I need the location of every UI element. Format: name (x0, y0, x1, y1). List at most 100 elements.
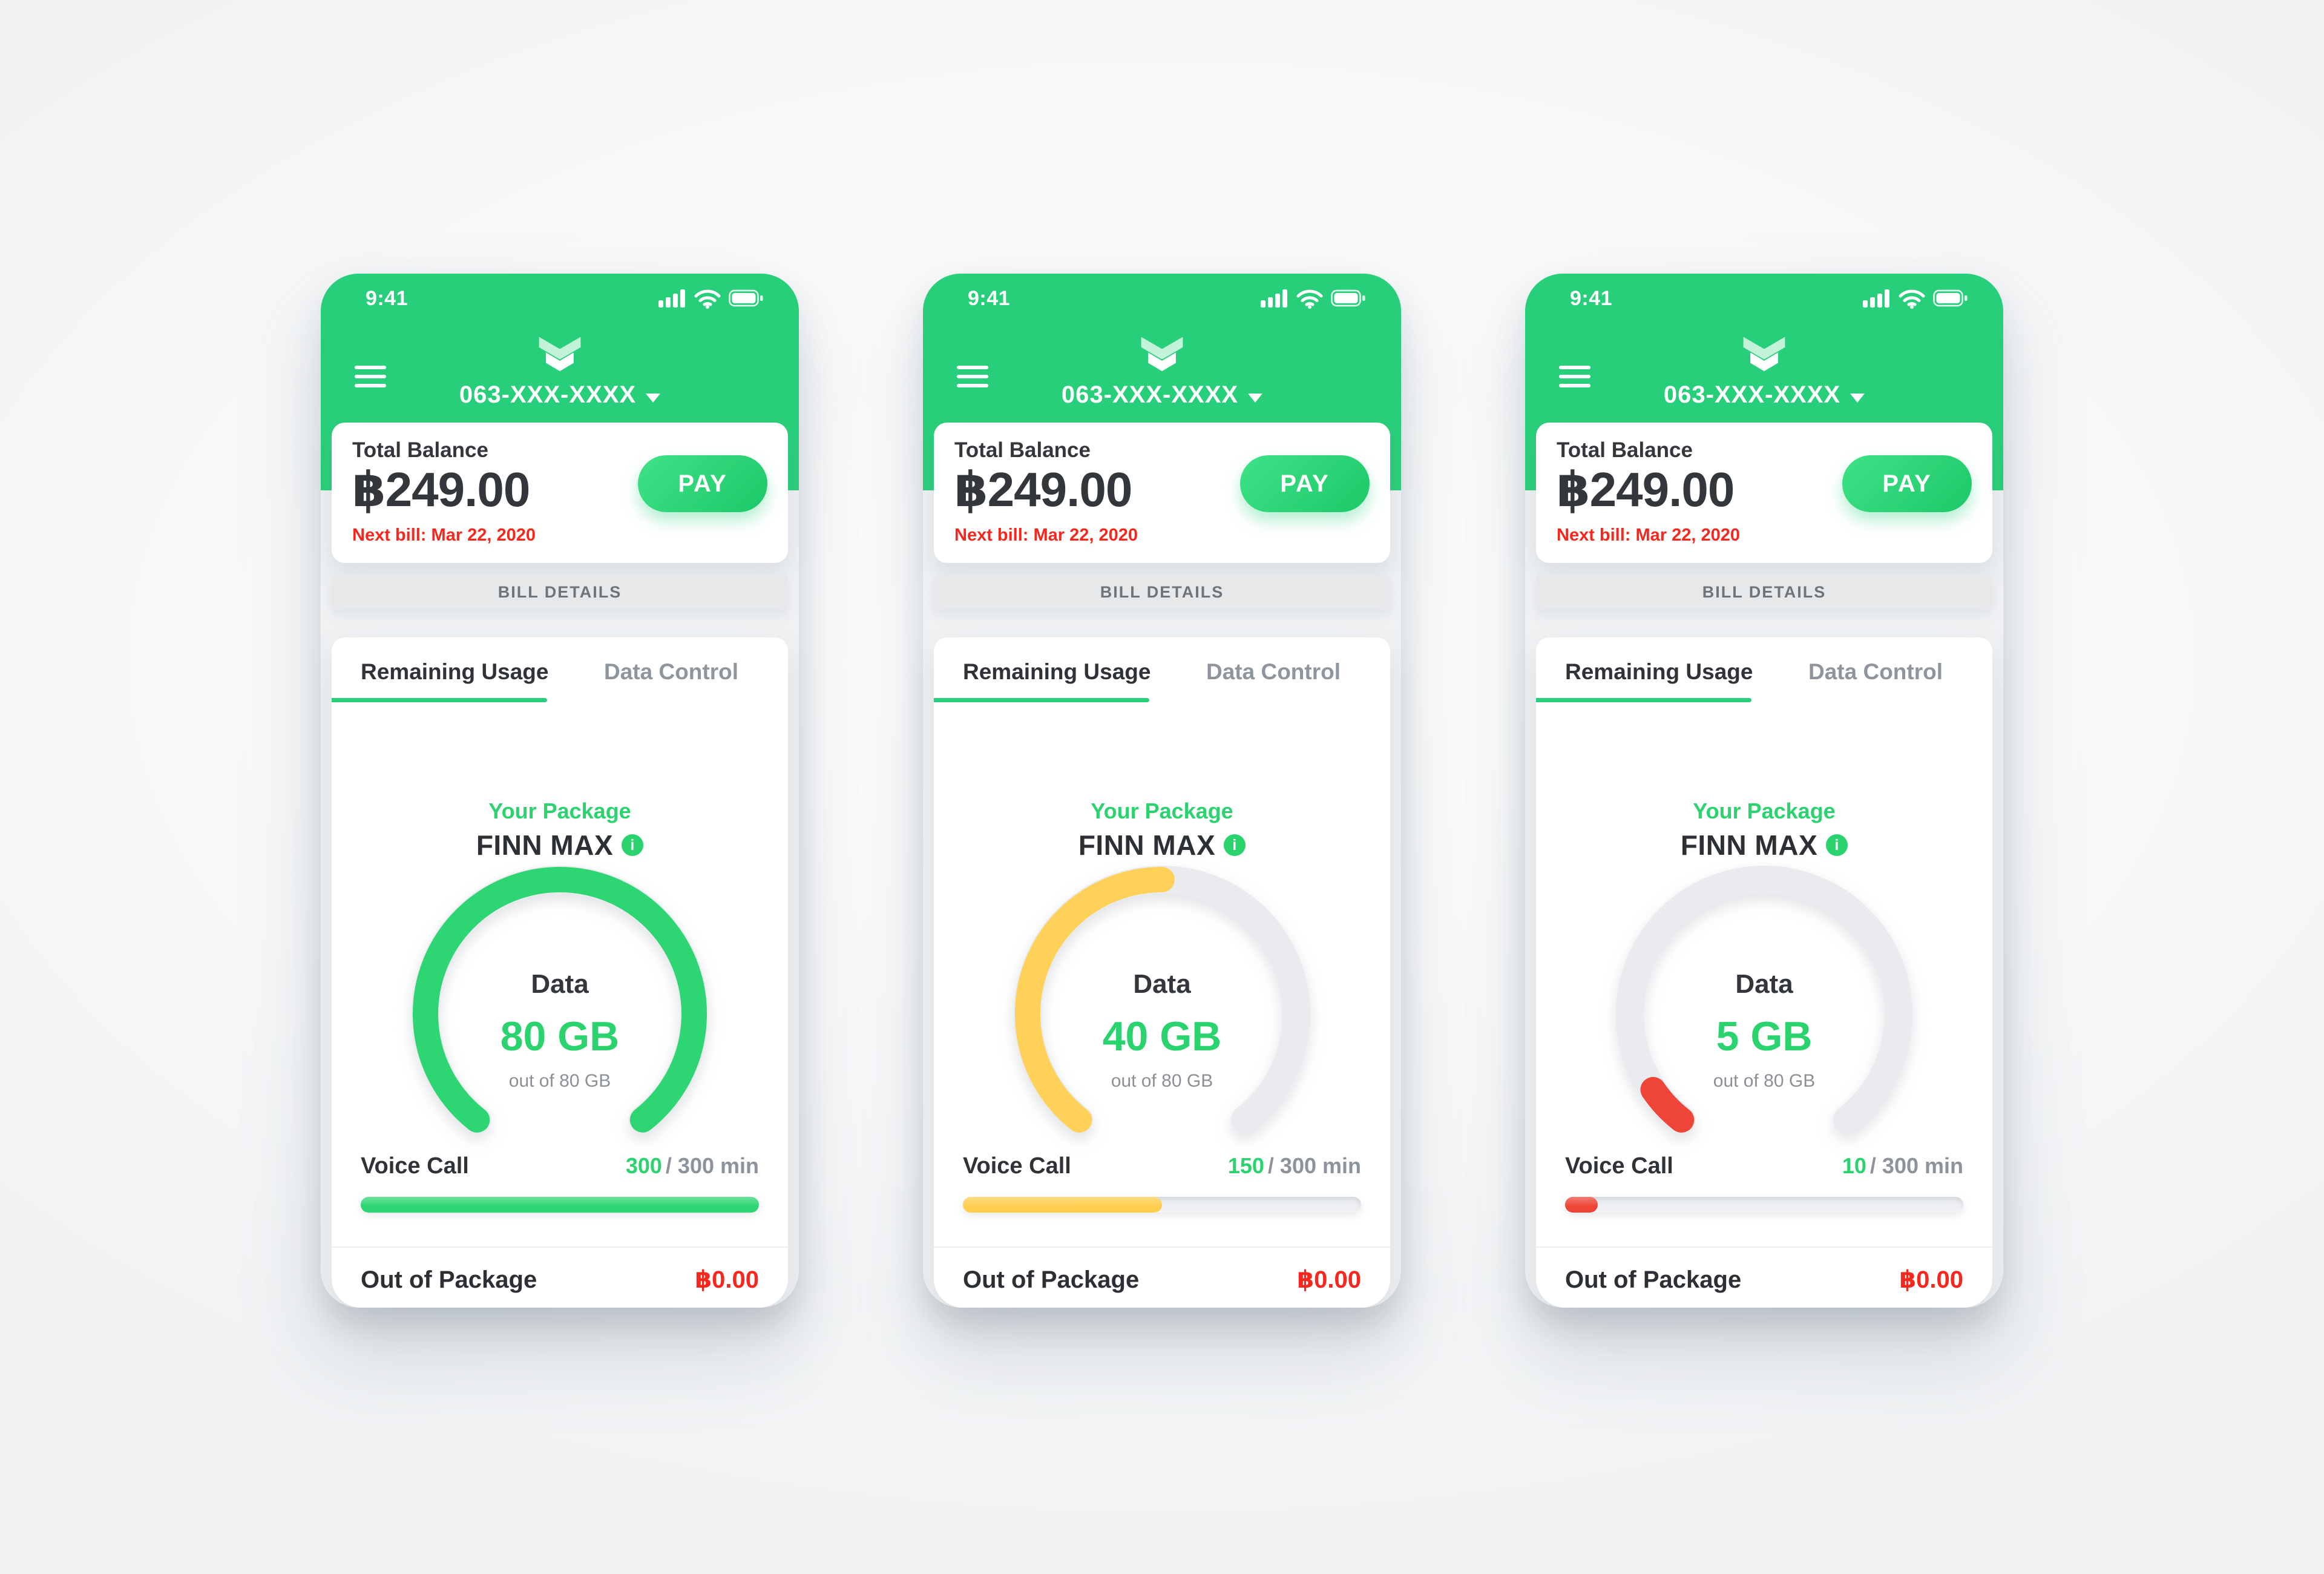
caret-down-icon (1850, 394, 1865, 403)
bill-details-button[interactable]: BILL DETAILS (1536, 575, 1992, 609)
signal-icon (1261, 289, 1287, 308)
out-of-package-row: Out of Package ฿0.00 (361, 1266, 759, 1294)
brand-m-logo-icon (1738, 334, 1790, 381)
voice-total-value: / 300 min (1267, 1153, 1361, 1178)
tab-remaining-usage[interactable]: Remaining Usage (361, 659, 549, 684)
voice-call-label: Voice Call (361, 1153, 469, 1179)
gauge-caption: out of 80 GB (1111, 1071, 1213, 1091)
balance-label: Total Balance (352, 438, 488, 462)
menu-icon[interactable] (957, 366, 990, 391)
voice-used-value: 150 (1227, 1153, 1264, 1178)
divider (934, 1246, 1390, 1248)
out-of-package-label: Out of Package (1565, 1266, 1742, 1293)
next-bill-text: Next bill: Mar 22, 2020 (1557, 525, 1741, 545)
pay-button[interactable]: PAY (1842, 455, 1972, 512)
balance-label: Total Balance (1557, 438, 1693, 462)
divider (1536, 1246, 1992, 1248)
phone-number-dropdown[interactable]: 063-XXX-XXXX (923, 381, 1401, 409)
phone-number: 063-XXX-XXXX (459, 381, 637, 408)
voice-call-row: Voice Call 300/ 300 min (361, 1153, 759, 1179)
balance-label: Total Balance (954, 438, 1091, 462)
out-of-package-label: Out of Package (361, 1266, 537, 1293)
phone-mockup: 9:41 (923, 274, 1401, 1308)
tab-data-control[interactable]: Data Control (1808, 659, 1943, 684)
voice-call-row: Voice Call 150/ 300 min (963, 1153, 1361, 1179)
package-label: Your Package (1091, 799, 1233, 823)
tab-remaining-usage[interactable]: Remaining Usage (963, 659, 1151, 684)
info-icon[interactable]: i (622, 834, 644, 856)
out-of-package-amount: ฿0.00 (1297, 1266, 1361, 1293)
data-usage-gauge: Data 5 GB out of 80 GB (1601, 851, 1928, 1177)
phone-mockup: 9:41 (1525, 274, 2003, 1308)
tab-data-control[interactable]: Data Control (1206, 659, 1341, 684)
data-usage-gauge: Data 40 GB out of 80 GB (999, 851, 1325, 1177)
tab-data-control[interactable]: Data Control (604, 659, 738, 684)
gauge-progress-arc (413, 867, 707, 1133)
battery-icon (1331, 289, 1365, 307)
voice-progress-track (963, 1197, 1361, 1213)
voice-call-label: Voice Call (1565, 1153, 1673, 1179)
active-tab-indicator (332, 698, 547, 702)
out-of-package-amount: ฿0.00 (1899, 1266, 1963, 1293)
active-tab-indicator (1536, 698, 1751, 702)
gauge-progress-arc (1617, 867, 1911, 1133)
tab-remaining-usage[interactable]: Remaining Usage (1565, 659, 1753, 684)
package-name: FINN MAX i (1536, 829, 1992, 861)
caret-down-icon (646, 394, 661, 403)
data-usage-gauge: Data 80 GB out of 80 GB (396, 851, 723, 1177)
gauge-value: 80 GB (500, 1013, 620, 1059)
balance-amount: ฿249.00 (954, 463, 1132, 516)
gauge-title: Data (1133, 969, 1191, 999)
phone-number-dropdown[interactable]: 063-XXX-XXXX (321, 381, 799, 409)
bill-details-button[interactable]: BILL DETAILS (332, 575, 788, 609)
usage-card: Remaining Usage Data Control Your Packag… (934, 637, 1390, 1308)
package-label: Your Package (1693, 799, 1836, 823)
wifi-icon (694, 289, 721, 309)
usage-card: Remaining Usage Data Control Your Packag… (332, 637, 788, 1308)
status-time: 9:41 (968, 287, 1011, 310)
bill-details-button[interactable]: BILL DETAILS (934, 575, 1390, 609)
voice-call-numbers: 10/ 300 min (1842, 1153, 1963, 1179)
battery-icon (729, 289, 763, 307)
voice-progress-fill (361, 1197, 759, 1213)
package-name: FINN MAX i (934, 829, 1390, 861)
voice-progress-track (1565, 1197, 1963, 1213)
voice-call-label: Voice Call (963, 1153, 1071, 1179)
status-time: 9:41 (366, 287, 409, 310)
balance-card: Total Balance ฿249.00 PAY Next bill: Mar… (934, 423, 1390, 563)
phone-number-dropdown[interactable]: 063-XXX-XXXX (1525, 381, 2003, 409)
phone-number: 063-XXX-XXXX (1663, 381, 1841, 408)
balance-card: Total Balance ฿249.00 PAY Next bill: Mar… (332, 423, 788, 563)
out-of-package-row: Out of Package ฿0.00 (963, 1266, 1361, 1294)
pay-button[interactable]: PAY (1240, 455, 1370, 512)
gauge-value: 5 GB (1716, 1013, 1813, 1059)
info-icon[interactable]: i (1826, 834, 1848, 856)
balance-amount: ฿249.00 (1557, 463, 1735, 516)
package-label: Your Package (488, 799, 631, 823)
gauge-track (1616, 866, 1912, 1134)
out-of-package-amount: ฿0.00 (695, 1266, 759, 1293)
next-bill-text: Next bill: Mar 22, 2020 (352, 525, 536, 545)
out-of-package-label: Out of Package (963, 1266, 1140, 1293)
active-tab-indicator (934, 698, 1149, 702)
gauge-caption: out of 80 GB (1713, 1071, 1816, 1091)
voice-call-numbers: 150/ 300 min (1228, 1153, 1361, 1179)
menu-icon[interactable] (355, 366, 387, 391)
gauge-progress-arc (1015, 867, 1309, 1133)
voice-used-value: 10 (1842, 1153, 1866, 1178)
menu-icon[interactable] (1559, 366, 1592, 391)
gauge-track (412, 866, 708, 1134)
signal-icon (1863, 289, 1889, 308)
pay-button[interactable]: PAY (638, 455, 767, 512)
gauge-caption: out of 80 GB (508, 1071, 611, 1091)
info-icon[interactable]: i (1224, 834, 1246, 856)
status-time: 9:41 (1570, 287, 1613, 310)
gauge-value: 40 GB (1102, 1013, 1222, 1059)
status-bar: 9:41 (321, 286, 799, 312)
status-icons (1261, 288, 1366, 309)
voice-progress-track (361, 1197, 759, 1213)
divider (332, 1246, 788, 1248)
status-bar: 9:41 (923, 286, 1401, 312)
next-bill-text: Next bill: Mar 22, 2020 (954, 525, 1138, 545)
voice-used-value: 300 (625, 1153, 662, 1178)
